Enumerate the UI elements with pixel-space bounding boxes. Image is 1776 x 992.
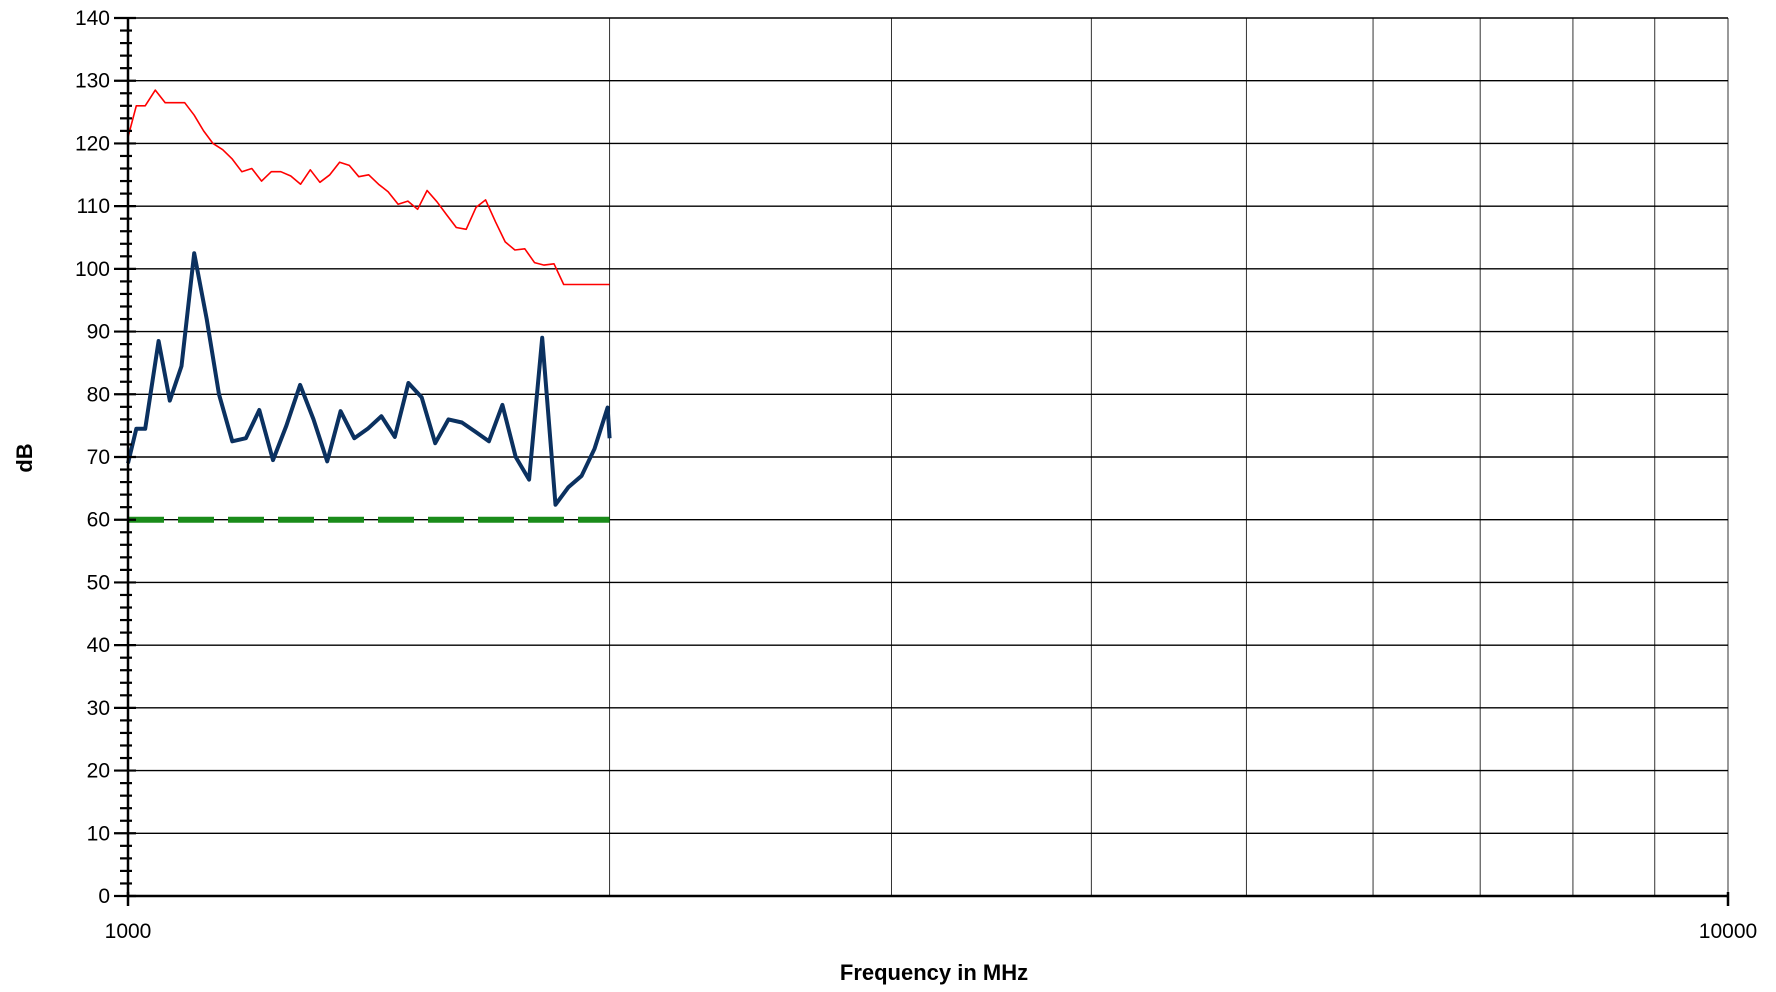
- series-layer: [126, 89, 612, 523]
- series-line-2: [126, 251, 612, 507]
- y-tick-label: 10: [87, 822, 110, 845]
- tick-labels: 0 10 20 30 40 50 60 70 80 90 100 110 120 130 140 1000 10…: [75, 7, 1757, 943]
- grid: [128, 17, 1729, 896]
- y-tick-label: 40: [87, 634, 110, 657]
- y-tick-label: 50: [87, 571, 110, 594]
- y-tick-label: 20: [87, 760, 110, 783]
- y-tick-label: 30: [87, 697, 110, 720]
- y-tick-label: 80: [87, 383, 110, 406]
- y-axis-title: dB: [12, 443, 37, 472]
- series-line-1: [127, 89, 610, 286]
- axes: [114, 16, 1730, 906]
- y-tick-label: 60: [87, 509, 110, 532]
- y-tick-label: 120: [75, 132, 110, 155]
- x-tick-label: 1000: [105, 920, 152, 943]
- y-tick-label: 90: [87, 321, 110, 344]
- x-axis-title: Frequency in MHz: [840, 960, 1028, 985]
- x-tick-label: 10000: [1699, 920, 1757, 943]
- y-tick-label: 70: [87, 446, 110, 469]
- y-tick-label: 0: [98, 885, 110, 908]
- y-tick-label: 100: [75, 258, 110, 281]
- y-tick-label: 110: [77, 195, 110, 218]
- y-tick-label: 140: [75, 7, 110, 30]
- y-tick-label: 130: [75, 70, 110, 93]
